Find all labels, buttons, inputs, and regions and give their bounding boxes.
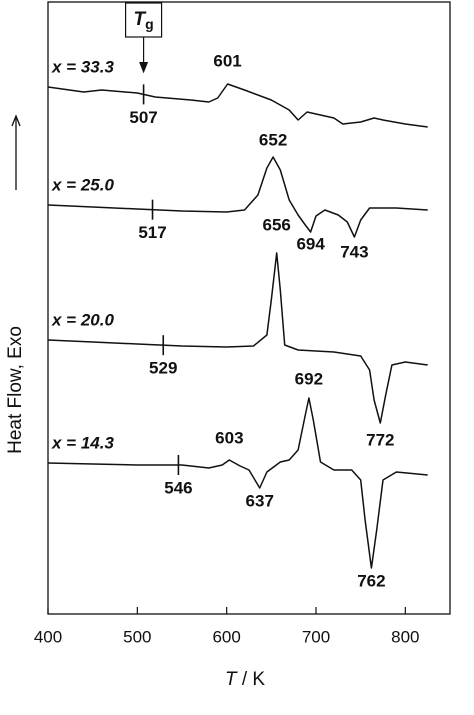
x-tick-label: 400 [34,627,62,646]
peak-label: 656 [263,215,291,234]
x-label-unit: / K [237,669,266,690]
x-tick-label: 800 [391,627,419,646]
curve [47,156,428,238]
y-label-group: Heat Flow, Exo [5,326,26,454]
curve [47,397,428,569]
curve [47,83,428,128]
peak-label: 601 [213,51,241,70]
peak-label: 603 [215,428,243,447]
x-axis-label: T / K [225,669,265,690]
arrow-head [11,114,21,127]
tg-box-label: Tg [134,9,154,32]
tg-sub: g [145,16,154,32]
peak-label: 692 [295,369,323,388]
x-tick-label: 500 [123,627,151,646]
y-axis-label: Heat Flow, Exo [5,326,26,454]
tg-box [124,2,163,38]
tg-label: 507 [129,108,157,127]
tg-label: 529 [149,359,177,378]
peak-label: 743 [340,242,368,261]
series-label: x = 33.3 [51,57,114,76]
tg-label: 546 [164,478,192,497]
tg-arrow-head [139,61,149,74]
peak-label: 652 [259,130,287,149]
x-tick-label: 600 [212,627,240,646]
x-label-symbol: T [225,669,238,690]
plot-frame [47,1,451,615]
peak-label: 694 [296,234,325,253]
series-label: x = 25.0 [51,175,114,194]
x-tick-label: 700 [302,627,330,646]
tg-label: 517 [138,223,166,242]
curve [47,252,428,424]
peak-label: 637 [246,491,274,510]
peak-label: 772 [366,430,394,449]
peak-label: 762 [357,571,385,590]
series-label: x = 14.3 [51,433,114,452]
series-label: x = 20.0 [51,310,114,329]
tg-symbol: T [134,9,147,30]
y-arrow [11,114,21,190]
